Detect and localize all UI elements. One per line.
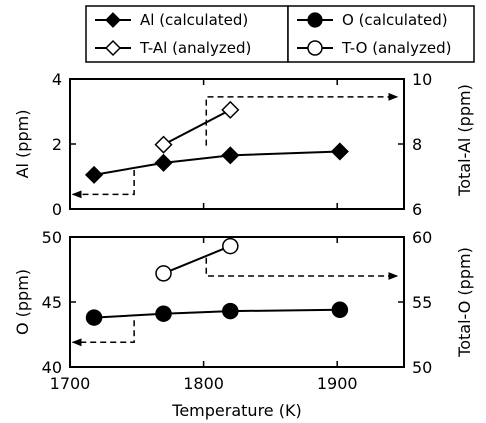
y-axis-title-bottom: O (ppm)	[13, 269, 32, 335]
series-line-top-0	[94, 151, 340, 174]
legend-label-al-calculated: Al (calculated)	[140, 11, 248, 29]
markers-top	[86, 102, 348, 183]
panel-top: 0 2 4 6 8 10 Al (ppm) Total-Al (ppm)	[13, 70, 474, 219]
guide-arrow-right-bottom	[206, 258, 397, 276]
open-circle-icon	[308, 41, 322, 55]
ticks-top: 0 2 4 6 8 10	[52, 70, 433, 219]
series-line-bottom-1	[164, 246, 231, 273]
y2-tick-label-bottom-0: 50	[412, 358, 432, 377]
data-point-bottom-1-1	[223, 239, 238, 254]
y-tick-label-bottom-2: 50	[42, 228, 62, 247]
y-tick-label-top-0: 0	[52, 200, 62, 219]
y-tick-label-top-2: 4	[52, 70, 62, 89]
lines-top	[94, 110, 340, 175]
data-point-top-0-0	[86, 167, 102, 183]
legend-label-o-calculated: O (calculated)	[342, 11, 448, 29]
y-tick-label-bottom-1: 45	[42, 293, 62, 312]
y2-tick-label-top-0: 6	[412, 200, 422, 219]
plot-frame-top	[70, 79, 404, 209]
lines-bottom	[94, 246, 340, 318]
data-point-top-1-1	[222, 102, 238, 118]
y-axis-title-top: Al (ppm)	[13, 110, 32, 179]
y2-tick-label-top-2: 10	[412, 70, 432, 89]
x-tick-label-1: 1800	[183, 374, 224, 393]
x-tick-label-2: 1900	[317, 374, 358, 393]
series-line-bottom-0	[94, 310, 340, 318]
filled-circle-icon	[308, 13, 322, 27]
guide-arrow-right-top	[206, 97, 397, 146]
y2-tick-label-bottom-1: 55	[412, 293, 432, 312]
data-point-top-0-3	[332, 143, 348, 159]
data-point-top-1-0	[156, 137, 172, 153]
legend-label-t-o-analyzed: T-O (analyzed)	[341, 39, 451, 57]
data-point-bottom-0-2	[223, 304, 238, 319]
y2-axis-title-top: Total-Al (ppm)	[455, 84, 474, 197]
y-tick-label-bottom-0: 40	[42, 358, 62, 377]
guide-arrow-left-bottom	[73, 320, 134, 342]
guides-bottom	[73, 258, 398, 343]
legend-label-t-al-analyzed: T-Al (analyzed)	[139, 39, 251, 57]
y2-axis-title-bottom: Total-O (ppm)	[455, 247, 474, 358]
legend-box-2: O (calculated) T-O (analyzed)	[288, 6, 474, 62]
y2-tick-label-bottom-2: 60	[412, 228, 432, 247]
data-point-bottom-1-0	[156, 266, 171, 281]
plot-frame-bottom	[70, 237, 404, 367]
data-point-top-0-1	[156, 155, 172, 171]
data-point-bottom-0-1	[156, 306, 171, 321]
x-axis-title: Temperature (K)	[171, 401, 301, 420]
y2-tick-label-top-1: 8	[412, 135, 422, 154]
data-point-top-0-2	[222, 147, 238, 163]
y-tick-label-top-1: 2	[52, 135, 62, 154]
data-point-bottom-0-3	[332, 302, 347, 317]
legend-box-1: Al (calculated) T-Al (analyzed)	[86, 6, 288, 62]
data-point-bottom-0-0	[87, 310, 102, 325]
series-line-top-1	[164, 110, 231, 145]
